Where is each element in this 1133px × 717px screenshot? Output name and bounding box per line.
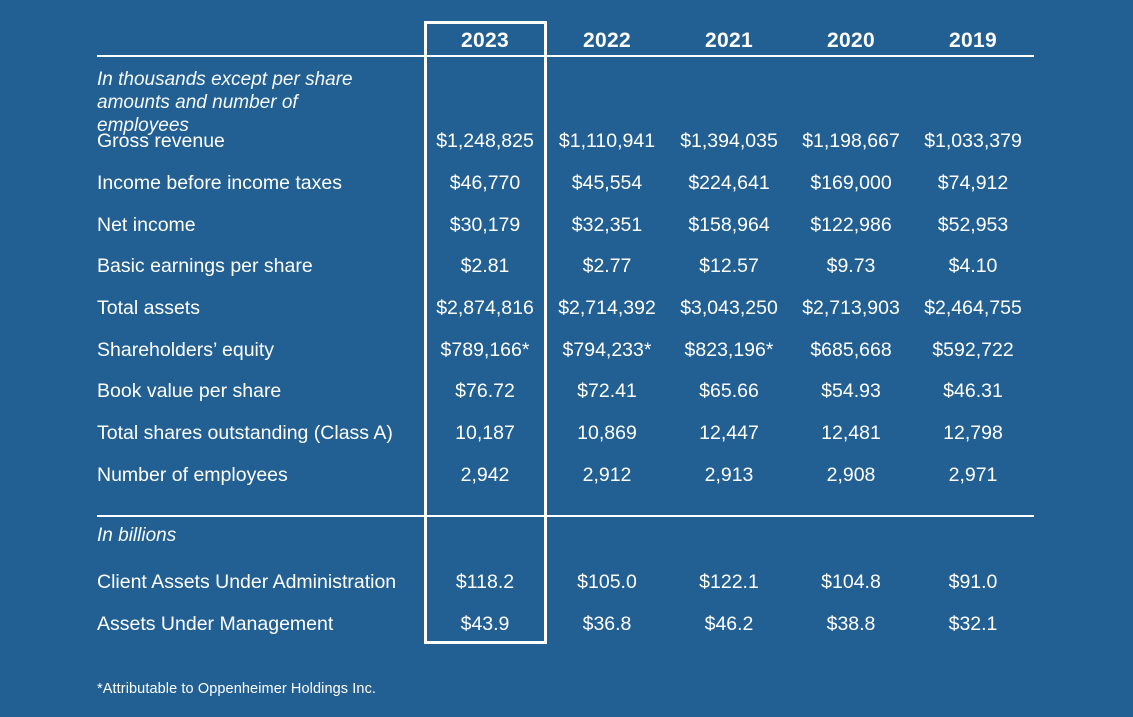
cell-value: 10,187 bbox=[455, 422, 515, 445]
cell-value: 12,481 bbox=[821, 422, 881, 445]
cell-value: $46.2 bbox=[704, 612, 754, 635]
cell-value: $122.1 bbox=[699, 570, 759, 593]
cell-value: $32.1 bbox=[948, 612, 998, 635]
row-label: Number of employees bbox=[97, 463, 288, 486]
cell-value: $9.73 bbox=[826, 255, 876, 278]
row-label: Basic earnings per share bbox=[97, 255, 313, 278]
cell-value: $76.72 bbox=[455, 380, 515, 403]
billions-rows: Client Assets Under Administration $118.… bbox=[97, 561, 1034, 645]
cell-value: $2.77 bbox=[582, 255, 632, 278]
cell-value: $1,033,379 bbox=[924, 130, 1022, 153]
cell-value: $122,986 bbox=[810, 213, 892, 236]
year-header-2022: 2022 bbox=[583, 29, 631, 52]
table-row-aum: Assets Under Management $43.9 $36.8 $46.… bbox=[97, 603, 1034, 645]
row-label: Total shares outstanding (Class A) bbox=[97, 422, 393, 445]
cell-value: $1,394,035 bbox=[680, 130, 778, 153]
cell-value: $54.93 bbox=[821, 380, 881, 403]
cell-value: $74,912 bbox=[937, 172, 1009, 195]
cell-value: 2,913 bbox=[704, 463, 754, 486]
cell-value: $38.8 bbox=[826, 612, 876, 635]
cell-value: $1,248,825 bbox=[436, 130, 534, 153]
cell-value: $52,953 bbox=[937, 213, 1009, 236]
year-header-row: 2023 2022 2021 2020 2019 bbox=[97, 26, 1034, 56]
row-label: Gross revenue bbox=[97, 130, 225, 153]
table-row-shareholders-equity: Shareholders’ equity $789,166* $794,233*… bbox=[97, 329, 1034, 371]
cell-value: $169,000 bbox=[810, 172, 892, 195]
cell-value: $685,668 bbox=[810, 338, 892, 361]
cell-value: $45,554 bbox=[571, 172, 643, 195]
cell-value: 12,798 bbox=[943, 422, 1003, 445]
cell-value: $794,233* bbox=[562, 338, 652, 361]
table-row-total-assets: Total assets $2,874,816 $2,714,392 $3,04… bbox=[97, 288, 1034, 330]
table-row-gross-revenue: Gross revenue $1,248,825 $1,110,941 $1,3… bbox=[97, 121, 1034, 163]
table-row-net-income: Net income $30,179 $32,351 $158,964 $122… bbox=[97, 204, 1034, 246]
cell-value: 10,869 bbox=[577, 422, 637, 445]
row-label: Book value per share bbox=[97, 380, 282, 403]
cell-value: 2,912 bbox=[582, 463, 632, 486]
cell-value: $158,964 bbox=[688, 213, 770, 236]
cell-value: $823,196* bbox=[684, 338, 774, 361]
cell-value: $12.57 bbox=[699, 255, 759, 278]
header-rule bbox=[97, 55, 1034, 57]
cell-value: $2,714,392 bbox=[558, 297, 656, 320]
cell-value: 2,908 bbox=[826, 463, 876, 486]
main-rows: Gross revenue $1,248,825 $1,110,941 $1,3… bbox=[97, 121, 1034, 496]
cell-value: $4.10 bbox=[948, 255, 998, 278]
row-label: Income before income taxes bbox=[97, 172, 342, 195]
table-row-shares-outstanding: Total shares outstanding (Class A) 10,18… bbox=[97, 413, 1034, 455]
table-row-book-value: Book value per share $76.72 $72.41 $65.6… bbox=[97, 371, 1034, 413]
cell-value: $2,874,816 bbox=[436, 297, 534, 320]
cell-value: $105.0 bbox=[577, 570, 637, 593]
year-header-2021: 2021 bbox=[705, 29, 753, 52]
cell-value: $32,351 bbox=[571, 213, 643, 236]
cell-value: $72.41 bbox=[577, 380, 637, 403]
cell-value: $65.66 bbox=[699, 380, 759, 403]
cell-value: $2,464,755 bbox=[924, 297, 1022, 320]
cell-value: $789,166* bbox=[440, 338, 530, 361]
section-rule bbox=[97, 515, 1034, 517]
cell-value: $2,713,903 bbox=[802, 297, 900, 320]
year-header-2023: 2023 bbox=[461, 29, 509, 52]
cell-value: 2,942 bbox=[460, 463, 510, 486]
cell-value: $46,770 bbox=[449, 172, 521, 195]
cell-value: $36.8 bbox=[582, 612, 632, 635]
cell-value: $43.9 bbox=[460, 612, 510, 635]
row-label: Assets Under Management bbox=[97, 612, 334, 635]
row-label: Total assets bbox=[97, 297, 200, 320]
cell-value: $1,198,667 bbox=[802, 130, 900, 153]
row-label: Shareholders’ equity bbox=[97, 338, 275, 361]
cell-value: $104.8 bbox=[821, 570, 881, 593]
cell-value: $1,110,941 bbox=[558, 130, 656, 153]
cell-value: $2.81 bbox=[460, 255, 510, 278]
row-label: Net income bbox=[97, 213, 196, 236]
units-note-thousands: In thousands except per share amounts an… bbox=[97, 69, 353, 136]
footnote: *Attributable to Oppenheimer Holdings In… bbox=[97, 681, 377, 697]
cell-value: $46.31 bbox=[943, 380, 1003, 403]
units-note-billions: In billions bbox=[97, 525, 177, 546]
cell-value: $592,722 bbox=[932, 338, 1014, 361]
cell-value: $224,641 bbox=[688, 172, 770, 195]
year-header-2020: 2020 bbox=[827, 29, 875, 52]
table-row-income-before-taxes: Income before income taxes $46,770 $45,5… bbox=[97, 163, 1034, 205]
row-label: Client Assets Under Administration bbox=[97, 570, 397, 593]
cell-value: $91.0 bbox=[948, 570, 998, 593]
table-row-basic-eps: Basic earnings per share $2.81 $2.77 $12… bbox=[97, 246, 1034, 288]
cell-value: 12,447 bbox=[699, 422, 759, 445]
table-row-employees: Number of employees 2,942 2,912 2,913 2,… bbox=[97, 455, 1034, 497]
year-header-2019: 2019 bbox=[949, 29, 997, 52]
cell-value: $3,043,250 bbox=[680, 297, 778, 320]
cell-value: 2,971 bbox=[948, 463, 998, 486]
cell-value: $30,179 bbox=[449, 213, 521, 236]
table-row-client-assets: Client Assets Under Administration $118.… bbox=[97, 561, 1034, 603]
cell-value: $118.2 bbox=[455, 570, 515, 593]
